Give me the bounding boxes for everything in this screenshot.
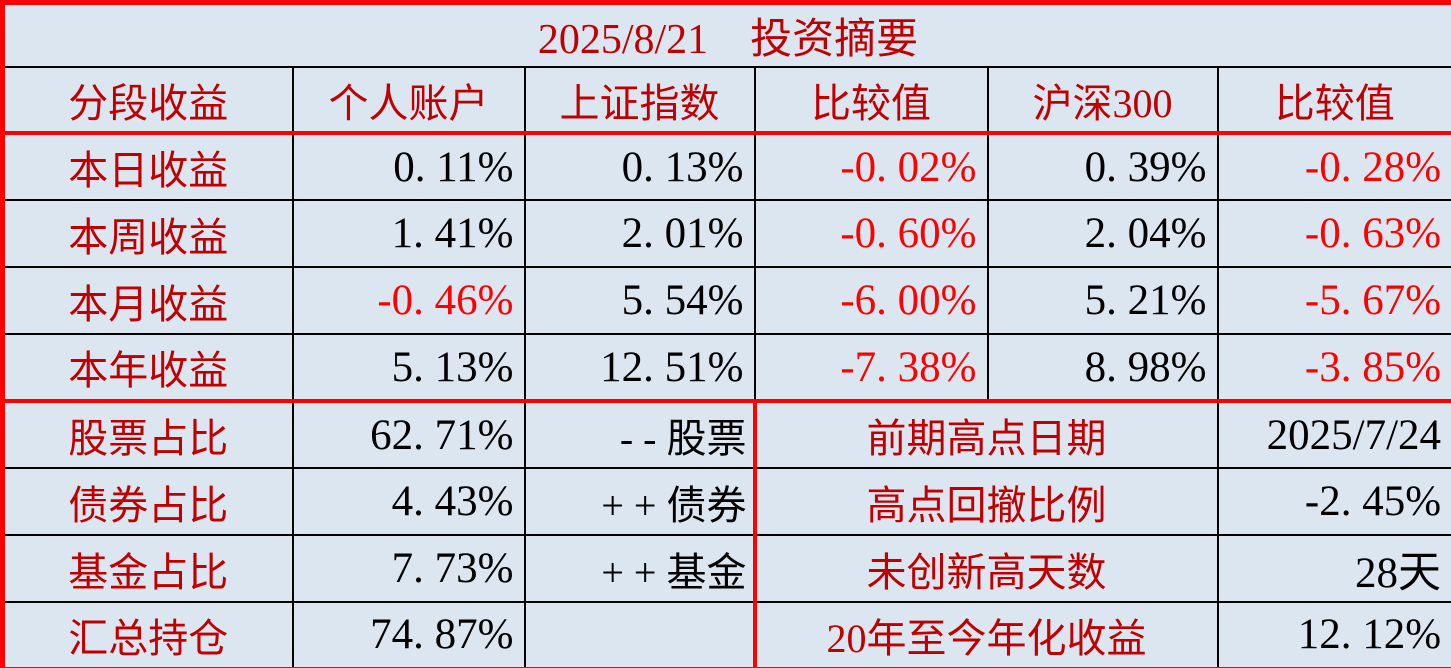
fund-signal: + + 基金 (523, 534, 756, 603)
row-stock-allocation: 股票占比 62. 71% - - 股票 前期高点日期 2025/7/24 (1, 399, 1451, 469)
stock-signal: - - 股票 (523, 399, 756, 469)
daily-return-label: 本日收益 (1, 132, 294, 201)
days-without-new-high-value: 28天 (1216, 534, 1451, 603)
daily-vs-hs300-value: -0. 28% (1216, 132, 1451, 201)
row-yearly-return: 本年收益 5. 13% 12. 51% -7. 38% 8. 98% -3. 8… (1, 333, 1451, 402)
daily-sse-value: 0. 13% (523, 132, 756, 201)
weekly-personal-value: 1. 41% (291, 199, 526, 268)
stock-allocation-value: 62. 71% (291, 399, 526, 469)
header-segment-return: 分段收益 (1, 66, 294, 135)
peak-date-value: 2025/7/24 (1216, 399, 1451, 469)
weekly-vs-hs300-value: -0. 63% (1216, 199, 1451, 268)
header-sse-index: 上证指数 (523, 66, 756, 135)
row-daily-return: 本日收益 0. 11% 0. 13% -0. 02% 0. 39% -0. 28… (1, 132, 1451, 201)
header-row: 分段收益 个人账户 上证指数 比较值 沪深300 比较值 (1, 66, 1451, 135)
yearly-vs-hs300-value: -3. 85% (1216, 333, 1451, 402)
yearly-hs300-value: 8. 98% (986, 333, 1219, 402)
report-title: 2025/8/21 投资摘要 (2, 2, 1451, 68)
header-compare-hs300: 比较值 (1216, 66, 1451, 135)
drawdown-value: -2. 45% (1216, 467, 1451, 536)
monthly-return-label: 本月收益 (1, 266, 294, 335)
monthly-personal-value: -0. 46% (291, 266, 526, 335)
daily-personal-value: 0. 11% (291, 132, 526, 201)
bond-allocation-label: 债券占比 (1, 467, 294, 536)
row-fund-allocation: 基金占比 7. 73% + + 基金 未创新高天数 28天 (1, 534, 1451, 603)
total-signal-empty (523, 601, 756, 668)
yearly-personal-value: 5. 13% (291, 333, 526, 402)
bond-allocation-value: 4. 43% (291, 467, 526, 536)
drawdown-label: 高点回撤比例 (752, 467, 1219, 536)
daily-vs-sse-value: -0. 02% (753, 132, 989, 201)
header-hs300: 沪深300 (986, 66, 1219, 135)
header-personal-account: 个人账户 (291, 66, 526, 135)
weekly-return-label: 本周收益 (1, 199, 294, 268)
total-position-label: 汇总持仓 (1, 601, 294, 668)
row-bond-allocation: 债券占比 4. 43% + + 债券 高点回撤比例 -2. 45% (1, 467, 1451, 536)
days-without-new-high-label: 未创新高天数 (752, 534, 1219, 603)
row-weekly-return: 本周收益 1. 41% 2. 01% -0. 60% 2. 04% -0. 63… (1, 199, 1451, 268)
stock-allocation-label: 股票占比 (1, 399, 294, 469)
daily-hs300-value: 0. 39% (986, 132, 1219, 201)
fund-allocation-value: 7. 73% (291, 534, 526, 603)
monthly-hs300-value: 5. 21% (986, 266, 1219, 335)
yearly-vs-sse-value: -7. 38% (753, 333, 989, 402)
fund-allocation-label: 基金占比 (1, 534, 294, 603)
weekly-sse-value: 2. 01% (523, 199, 756, 268)
header-compare-sse: 比较值 (753, 66, 989, 135)
annualized-return-value: 12. 12% (1216, 601, 1451, 668)
weekly-vs-sse-value: -0. 60% (753, 199, 989, 268)
weekly-hs300-value: 2. 04% (986, 199, 1219, 268)
row-total-position: 汇总持仓 74. 87% 20年至今年化收益 12. 12% (1, 601, 1451, 668)
yearly-sse-value: 12. 51% (523, 333, 756, 402)
annualized-return-label: 20年至今年化收益 (752, 601, 1219, 668)
monthly-vs-hs300-value: -5. 67% (1216, 266, 1451, 335)
peak-date-label: 前期高点日期 (752, 399, 1219, 469)
monthly-sse-value: 5. 54% (523, 266, 756, 335)
monthly-vs-sse-value: -6. 00% (753, 266, 989, 335)
total-position-value: 74. 87% (291, 601, 526, 668)
row-monthly-return: 本月收益 -0. 46% 5. 54% -6. 00% 5. 21% -5. 6… (1, 266, 1451, 335)
title-row: 2025/8/21 投资摘要 (2, 2, 1451, 68)
yearly-return-label: 本年收益 (1, 333, 294, 402)
bond-signal: + + 债券 (523, 467, 756, 536)
